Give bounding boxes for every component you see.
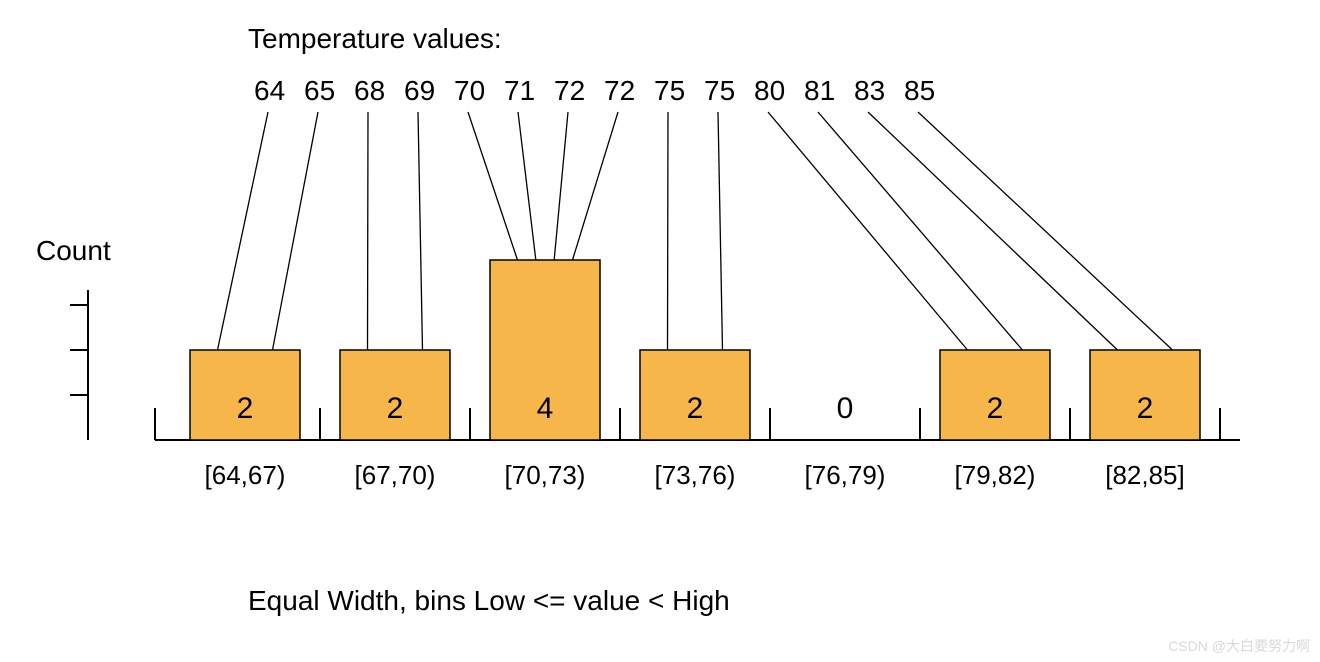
data-value: 83 [854, 75, 885, 106]
connector-line [868, 112, 1118, 350]
connector-line [918, 112, 1173, 350]
connector-line [554, 112, 568, 260]
data-value: 65 [304, 75, 335, 106]
connector-line [768, 112, 968, 350]
connector-line [368, 112, 369, 350]
data-value: 70 [454, 75, 485, 106]
bin-label: [79,82) [955, 460, 1036, 490]
bin-label: [67,70) [355, 460, 436, 490]
connector-line [668, 112, 669, 350]
data-value: 80 [754, 75, 785, 106]
connector-line [573, 112, 619, 260]
y-axis-label: Count [36, 235, 111, 266]
bar-count: 2 [387, 392, 404, 425]
data-value: 81 [804, 75, 835, 106]
bar-count: 0 [837, 392, 854, 425]
bin-label: [82,85] [1105, 460, 1185, 490]
bar-count: 2 [1137, 392, 1154, 425]
data-value: 75 [704, 75, 735, 106]
bar-count: 2 [687, 392, 704, 425]
data-value: 64 [254, 75, 285, 106]
connector-line [273, 112, 319, 350]
data-value: 75 [654, 75, 685, 106]
connector-line [718, 112, 723, 350]
bar-count: 2 [237, 392, 254, 425]
watermark-text: CSDN @大白要努力啊 [1168, 636, 1310, 656]
connector-line [418, 112, 423, 350]
bin-label: [64,67) [205, 460, 286, 490]
connector-line [218, 112, 269, 350]
data-value: 68 [354, 75, 385, 106]
data-value: 72 [604, 75, 635, 106]
data-value: 85 [904, 75, 935, 106]
connector-line [468, 112, 518, 260]
bin-label: [73,76) [655, 460, 736, 490]
title-line1: Temperature values: [248, 23, 502, 54]
bar-count: 4 [537, 392, 554, 425]
data-value: 71 [504, 75, 535, 106]
data-value: 69 [404, 75, 435, 106]
caption: Equal Width, bins Low <= value < High [248, 585, 730, 616]
data-value: 72 [554, 75, 585, 106]
bin-label: [76,79) [805, 460, 886, 490]
bar-count: 2 [987, 392, 1004, 425]
connector-line [518, 112, 536, 260]
bin-label: [70,73) [505, 460, 586, 490]
